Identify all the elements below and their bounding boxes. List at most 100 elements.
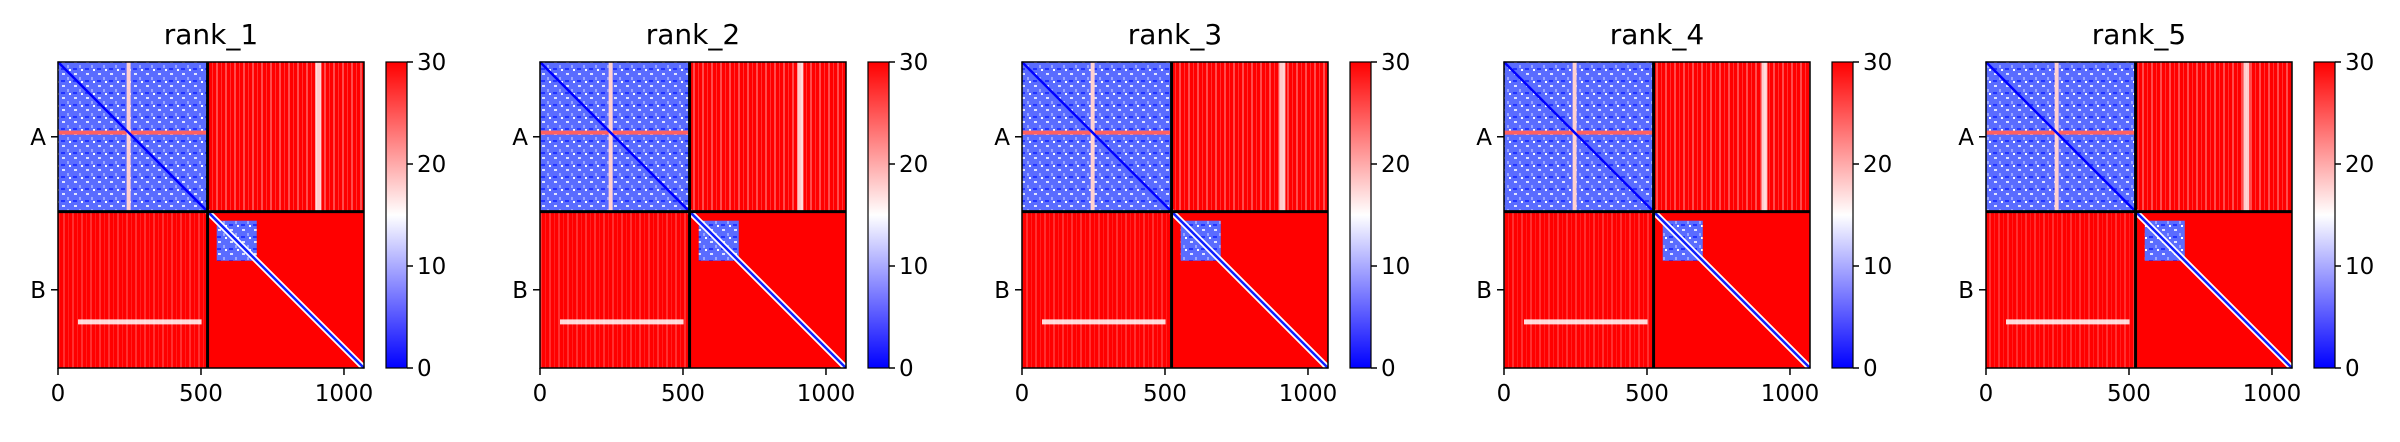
colorbar-frame [1349,61,1372,369]
block-ba-texture [540,211,690,368]
x-tick-label: 0 [1979,381,1994,407]
pae-heatmap [1985,61,2295,371]
colorbar-tick-label: 10 [1863,254,1892,280]
colorbar-tick-label: 10 [417,254,446,280]
colorbar-tick-label: 0 [1381,356,1396,382]
panel-title: rank_3 [1128,18,1222,51]
block-aa-diagonal [1021,61,1173,213]
block-ab-light-column [1761,62,1768,212]
block-ab-texture [207,62,364,212]
colorbar-tick-label: 30 [2345,50,2374,76]
colorbar-tick-label: 30 [1863,50,1892,76]
pae-panel-1: rank_1 0 500 1000 A B 0 10 20 30 [30,18,446,407]
block-aa-red-row [58,130,208,135]
x-tick-label: 1000 [797,381,856,407]
colorbar-tick-label: 0 [417,356,432,382]
colorbar-tick-label: 10 [2345,254,2374,280]
x-tick-label: 500 [661,381,705,407]
x-tick-label: 0 [533,381,548,407]
panel-title: rank_1 [164,18,258,51]
colorbar-tick-label: 30 [899,50,928,76]
block-aa-light-column [1090,62,1095,212]
y-tick-label: B [30,278,46,304]
block-bb-diagonal [1652,210,1811,369]
pae-panel-3: rank_3 0 500 1000 A B 0 10 20 30 [994,18,1410,407]
colorbar-gradient [1832,62,1853,368]
block-aa-diagonal [539,61,691,213]
x-tick-label: 1000 [1761,381,1820,407]
block-ba-light-row [1524,319,1648,325]
axes-frame [1503,61,1811,369]
block-bb-diagonal [688,210,847,369]
block-ba-texture [58,211,208,368]
colorbar-tick-label: 10 [1381,254,1410,280]
x-tick-label: 0 [1497,381,1512,407]
block-aa-diagonal [1985,61,2137,213]
colorbar-tick-label: 20 [417,152,446,178]
colorbar-tick-label: 0 [899,356,914,382]
block-ba-light-row [560,319,684,325]
block-aa-red-row [540,130,690,135]
panel-title: rank_5 [2092,18,2186,51]
pae-panel-4: rank_4 0 500 1000 A B 0 10 20 30 [1476,18,1892,407]
block-ba-texture [1986,211,2136,368]
y-tick-label: A [1958,125,1974,151]
x-tick-label: 500 [1143,381,1187,407]
colorbar-tick-label: 30 [417,50,446,76]
block-ba-light-row [2006,319,2130,325]
block-ab-light-column [797,62,804,212]
colorbar-tick-label: 0 [1863,356,1878,382]
colorbar-tick-label: 30 [1381,50,1410,76]
block-aa-red-row [1986,130,2136,135]
y-tick-label: A [512,125,528,151]
colorbar-tick-label: 20 [2345,152,2374,178]
y-tick-label: A [30,125,46,151]
block-ba-light-row [78,319,202,325]
block-ab-texture [1653,62,1810,212]
block-ab-texture [1171,62,1328,212]
block-ab-texture [689,62,846,212]
x-tick-label: 500 [1625,381,1669,407]
block-aa-light-column [126,62,131,212]
block-ba-light-row [1042,319,1166,325]
y-tick-label: A [1476,125,1492,151]
x-tick-label: 500 [179,381,223,407]
axes-frame [539,61,847,369]
pae-heatmap [539,61,849,371]
y-tick-label: A [994,125,1010,151]
colorbar-gradient [386,62,407,368]
block-bb-diagonal [206,210,365,369]
colorbar-frame [1831,61,1854,369]
block-aa-diagonal [57,61,209,213]
block-ab-light-column [1279,62,1286,212]
panel-title: rank_2 [646,18,740,51]
block-bb-diagonal [2134,210,2293,369]
colorbar-tick-label: 20 [1863,152,1892,178]
x-tick-label: 1000 [2243,381,2302,407]
colorbar-tick-label: 0 [2345,356,2360,382]
block-bb-diagonal [1170,210,1329,369]
block-ba-texture [1022,211,1172,368]
panel-title: rank_4 [1610,18,1704,51]
x-tick-label: 1000 [315,381,374,407]
block-ba-texture [1504,211,1654,368]
axes-frame [57,61,365,369]
y-tick-label: B [512,278,528,304]
pae-heatmap [1503,61,1813,371]
block-aa-diagonal [1503,61,1655,213]
colorbar-frame [385,61,408,369]
block-ab-light-column [2243,62,2250,212]
x-tick-label: 1000 [1279,381,1338,407]
y-tick-label: B [1476,278,1492,304]
axes-frame [1985,61,2293,369]
colorbar-gradient [1350,62,1371,368]
pae-panel-5: rank_5 0 500 1000 A B 0 10 20 30 [1958,18,2374,407]
x-tick-label: 0 [51,381,66,407]
colorbar-gradient [868,62,889,368]
x-tick-label: 500 [2107,381,2151,407]
colorbar-tick-label: 10 [899,254,928,280]
colorbar-gradient [2314,62,2335,368]
colorbar-tick-label: 20 [899,152,928,178]
